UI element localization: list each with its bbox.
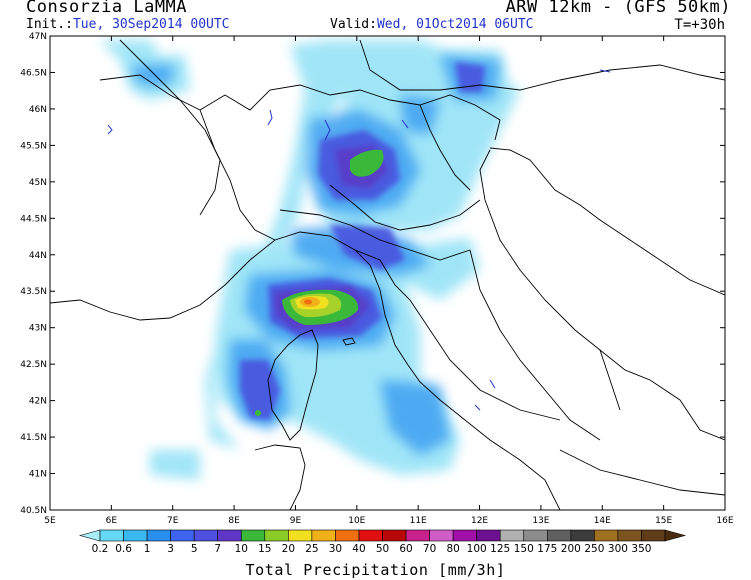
lon-label: 5E	[44, 516, 56, 526]
lat-label: 44N	[29, 251, 47, 261]
colorbar-arrow-low	[78, 529, 101, 542]
colorbar-label: 15	[258, 543, 271, 555]
colorbar-bin	[170, 529, 195, 542]
init-label: Init.:	[26, 17, 73, 32]
colorbar-bin	[382, 529, 407, 542]
lat-label: 43N	[29, 324, 47, 334]
forecast-time: T=+30h	[674, 17, 725, 33]
lon-label: 14E	[594, 516, 611, 526]
colorbar-label: 300	[608, 543, 628, 555]
valid-label: Valid:	[330, 17, 377, 32]
organization-title: Consorzia LaMMA	[26, 0, 188, 17]
colorbar-label: 50	[376, 543, 389, 555]
colorbar-label: 350	[631, 543, 651, 555]
colorbar-label: 7	[214, 543, 221, 555]
lon-label: 10E	[348, 516, 365, 526]
colorbar-label: 70	[423, 543, 436, 555]
precip-core-po-valley	[350, 149, 384, 177]
colorbar-label: 25	[305, 543, 318, 555]
colorbar-label: 80	[446, 543, 459, 555]
colorbar-label: 250	[584, 543, 604, 555]
colorbar-bin	[311, 529, 336, 542]
lat-label: 45N	[29, 178, 47, 188]
precipitation-shading	[100, 40, 520, 480]
colorbar-bin	[617, 529, 642, 542]
lon-label: 9E	[290, 516, 302, 526]
colorbar-label: 60	[399, 543, 412, 555]
colorbar-bin	[146, 529, 171, 542]
valid-time: Valid:Wed, 01Oct2014 06UTC	[330, 17, 534, 32]
precip-core-corsica	[255, 410, 261, 416]
lat-label: 46.5N	[20, 68, 47, 78]
lat-label: 41N	[29, 470, 47, 480]
lat-label: 40.5N	[20, 506, 47, 516]
colorbar-label: 1	[144, 543, 151, 555]
colorbar-bin	[476, 529, 501, 542]
colorbar-label: 0.2	[92, 543, 109, 555]
lon-label: 12E	[471, 516, 488, 526]
valid-value: Wed, 01Oct2014 06UTC	[376, 17, 534, 32]
lon-label: 15E	[655, 516, 672, 526]
colorbar-bin	[335, 529, 360, 542]
axis-ticks: 47N 46.5N 46N 45.5N 45N 44.5N 44N 43.5N 43N 42.5N…	[20, 32, 734, 526]
lat-label: 43.5N	[20, 287, 47, 297]
colorbar-label: 0.6	[115, 543, 132, 555]
colorbar-bin	[123, 529, 148, 542]
map-frame	[49, 35, 726, 511]
colorbar-bin	[240, 529, 266, 542]
colorbar-bin	[594, 529, 619, 542]
colorbar-bin	[99, 529, 124, 542]
lat-label: 47N	[29, 32, 47, 42]
colorbar-label: 3	[167, 543, 174, 555]
colorbar-bin	[288, 529, 313, 542]
colorbar-bin	[217, 529, 242, 542]
lat-label: 46N	[29, 105, 47, 115]
colorbar-label: 30	[329, 543, 342, 555]
lon-label: 8E	[228, 516, 240, 526]
colorbar-bin	[499, 529, 525, 542]
colorbar-bin	[358, 529, 383, 542]
colorbar-bin	[641, 529, 666, 542]
lon-label: 7E	[167, 516, 179, 526]
colorbar-label: 125	[490, 543, 510, 555]
lon-label: 11E	[410, 516, 427, 526]
colorbar-title: Total Precipitation [mm/3h]	[245, 561, 506, 579]
colorbar-label: 20	[282, 543, 295, 555]
colorbar-bin	[193, 529, 219, 542]
lon-label: 13E	[532, 516, 549, 526]
model-title: ARW 12km - (GFS 50km)	[505, 0, 731, 17]
colorbar-label: 5	[191, 543, 198, 555]
lon-label: 16E	[716, 516, 733, 526]
colorbar-label: 10	[235, 543, 248, 555]
lat-label: 41.5N	[20, 433, 47, 443]
lat-label: 44.5N	[20, 214, 47, 224]
lon-label: 6E	[106, 516, 118, 526]
lat-label: 42N	[29, 397, 47, 407]
colorbar-label: 40	[352, 543, 365, 555]
lat-label: 42.5N	[20, 360, 47, 370]
init-time: Init.:Tue, 30Sep2014 00UTC	[26, 17, 230, 32]
colorbar-bin	[452, 529, 477, 542]
colorbar-arrow-high	[664, 529, 687, 542]
colorbar-bin	[546, 529, 572, 542]
colorbar-label: 175	[537, 543, 557, 555]
colorbar-bin	[523, 529, 548, 542]
colorbar-label: 150	[514, 543, 534, 555]
colorbar-bin	[405, 529, 430, 542]
colorbar-label: 100	[467, 543, 487, 555]
init-value: Tue, 30Sep2014 00UTC	[72, 17, 230, 32]
colorbar-bin	[429, 529, 454, 542]
lat-label: 45.5N	[20, 141, 47, 151]
colorbar-label: 200	[561, 543, 581, 555]
colorbar-bin	[264, 529, 289, 542]
coastlines	[50, 39, 725, 510]
colorbar-bin	[570, 529, 595, 542]
lakes	[107, 69, 611, 411]
